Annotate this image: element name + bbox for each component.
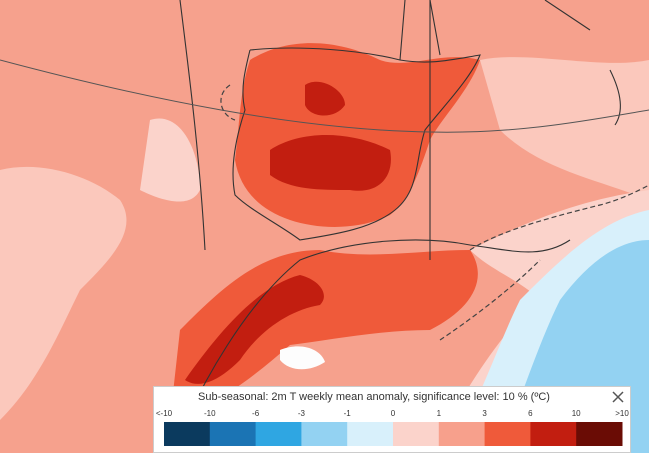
color-cell <box>255 422 302 446</box>
legend-label: -10 <box>204 409 216 418</box>
light-anomaly <box>0 166 127 420</box>
colorbar: <-10 -10 -6 -3 -1 0 1 3 6 10 >10 <box>156 409 629 446</box>
color-cell <box>209 422 257 446</box>
legend-label: 10 <box>572 409 581 418</box>
legend-label: 0 <box>391 409 396 418</box>
legend-label: <-10 <box>156 409 173 418</box>
color-cell <box>530 422 577 446</box>
legend-label: >10 <box>615 409 629 418</box>
strong-anomaly <box>270 135 391 191</box>
light-anomaly <box>280 346 325 370</box>
legend-label: -6 <box>252 409 260 418</box>
color-cell <box>393 422 440 446</box>
legend-title: Sub-seasonal: 2m T weekly mean anomaly, … <box>198 391 550 403</box>
light-anomaly <box>480 57 649 200</box>
color-cell <box>438 422 486 446</box>
close-button[interactable] <box>612 391 624 403</box>
color-cell <box>301 422 348 446</box>
light-anomaly <box>140 118 200 202</box>
color-cell <box>484 422 531 446</box>
strong-anomaly <box>305 81 345 116</box>
graticule <box>0 59 649 133</box>
legend-label: 3 <box>482 409 487 418</box>
coastlines <box>172 0 621 453</box>
color-cell <box>164 422 211 446</box>
legend: Sub-seasonal: 2m T weekly mean anomaly, … <box>153 386 631 453</box>
legend-label: 1 <box>437 409 442 418</box>
legend-label: 6 <box>528 409 533 418</box>
legend-label: -3 <box>298 409 306 418</box>
color-cell <box>576 422 623 446</box>
legend-label: -1 <box>344 409 352 418</box>
significance-contour <box>220 84 649 341</box>
warm-anomaly <box>170 250 478 420</box>
color-cell <box>347 422 394 446</box>
